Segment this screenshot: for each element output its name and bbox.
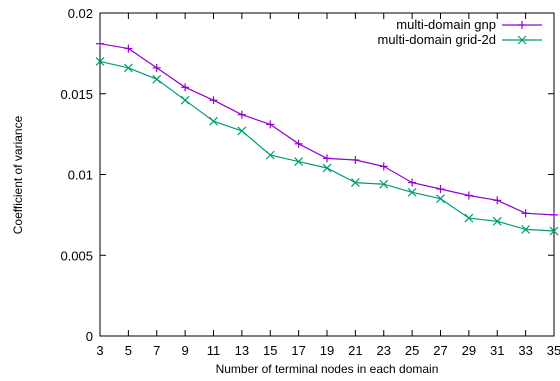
x-tick-label: 29 bbox=[462, 343, 476, 358]
plot-frame bbox=[99, 12, 555, 337]
data-point bbox=[492, 216, 502, 226]
x-tick-label: 17 bbox=[291, 343, 305, 358]
x-tick-label: 21 bbox=[348, 343, 362, 358]
y-tick-label: 0.01 bbox=[68, 168, 93, 183]
legend-item: multi-domain grid-2d bbox=[378, 32, 542, 47]
data-point bbox=[549, 226, 559, 236]
y-axis-ticks: 0 0.005 0.01 0.015 0.02 bbox=[60, 6, 554, 344]
series-1 bbox=[96, 39, 558, 219]
x-tick-label: 5 bbox=[125, 343, 132, 358]
data-point bbox=[322, 163, 332, 173]
y-axis-title: Coefficient of variance bbox=[11, 115, 25, 234]
data-point bbox=[550, 210, 558, 219]
y-tick-label: 0 bbox=[86, 329, 93, 344]
x-tick-label: 13 bbox=[235, 343, 249, 358]
x-tick-label: 33 bbox=[518, 343, 532, 358]
data-point bbox=[181, 83, 190, 92]
series-layer bbox=[95, 39, 559, 236]
y-tick-label: 0.015 bbox=[60, 87, 93, 102]
data-point bbox=[209, 96, 218, 105]
data-point bbox=[294, 157, 304, 167]
data-point bbox=[350, 178, 360, 187]
data-point bbox=[407, 187, 417, 197]
data-point bbox=[294, 139, 303, 148]
x-tick-label: 11 bbox=[207, 343, 221, 358]
data-point bbox=[209, 116, 218, 126]
data-point bbox=[521, 209, 530, 218]
series-2 bbox=[95, 57, 559, 236]
legend-label: multi-domain grid-2d bbox=[378, 32, 497, 47]
data-point bbox=[408, 178, 417, 187]
data-point bbox=[96, 39, 104, 48]
data-point bbox=[180, 95, 190, 105]
x-tick-label: 25 bbox=[405, 343, 419, 358]
data-point bbox=[152, 74, 162, 84]
legend-item: multi-domain gnp bbox=[396, 17, 542, 32]
data-point bbox=[266, 120, 275, 129]
data-point bbox=[323, 154, 331, 163]
x-tick-label: 7 bbox=[153, 343, 160, 358]
legend-marker bbox=[518, 21, 526, 29]
x-axis-title: Number of terminal nodes in each domain bbox=[216, 362, 439, 376]
y-tick-label: 0.005 bbox=[60, 248, 93, 263]
data-point bbox=[123, 63, 133, 73]
data-point bbox=[379, 162, 388, 171]
data-point bbox=[436, 185, 445, 194]
x-tick-label: 19 bbox=[320, 343, 334, 358]
x-tick-label: 31 bbox=[490, 343, 504, 358]
series-line bbox=[99, 43, 555, 216]
data-point bbox=[521, 224, 531, 234]
x-axis-ticks: 3 5 7 9 11 13 15 17 19 21 23 25 27 29 31 33 35 bbox=[96, 13, 560, 358]
data-point bbox=[436, 194, 445, 204]
data-point bbox=[464, 191, 473, 200]
legend-marker bbox=[517, 35, 527, 45]
legend-label: multi-domain gnp bbox=[396, 17, 496, 32]
y-tick-label: 0.02 bbox=[68, 6, 93, 21]
data-point bbox=[237, 126, 247, 136]
data-point bbox=[124, 44, 133, 53]
x-tick-label: 15 bbox=[263, 343, 277, 358]
data-point bbox=[493, 196, 502, 205]
x-tick-label: 9 bbox=[182, 343, 189, 358]
x-tick-label: 3 bbox=[96, 343, 103, 358]
data-point bbox=[237, 110, 246, 119]
data-point bbox=[95, 57, 105, 66]
series-line bbox=[99, 60, 555, 232]
data-point bbox=[265, 150, 275, 160]
x-tick-label: 23 bbox=[377, 343, 391, 358]
data-point bbox=[379, 179, 389, 189]
data-point bbox=[152, 63, 161, 72]
x-tick-label: 35 bbox=[547, 343, 560, 358]
data-point bbox=[464, 213, 474, 223]
x-tick-label: 27 bbox=[433, 343, 447, 358]
data-point bbox=[351, 155, 360, 164]
